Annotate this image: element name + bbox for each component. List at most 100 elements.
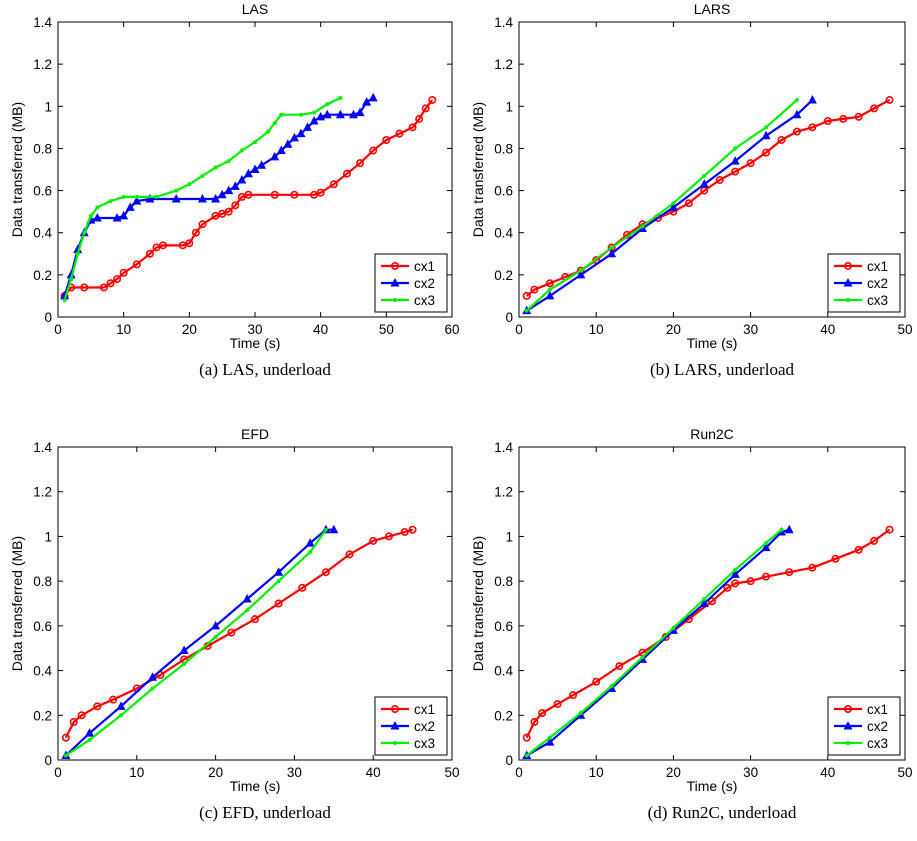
data-point-cx3 <box>95 205 100 210</box>
y-tick-label: 1.4 <box>494 440 513 455</box>
data-point-cx3 <box>325 102 330 107</box>
data-point-cx1 <box>356 159 365 168</box>
data-point-cx2 <box>668 202 678 211</box>
x-tick-label: 0 <box>54 765 62 780</box>
x-tick-label: 50 <box>379 322 394 337</box>
data-point-cx3 <box>226 159 231 164</box>
data-point-cx3 <box>671 626 676 631</box>
legend: cx1 cx2 cx3 <box>374 696 448 756</box>
data-point-cx1 <box>224 207 233 216</box>
data-point-cx3 <box>200 173 205 178</box>
data-point-cx3 <box>63 753 68 758</box>
data-point-cx2 <box>60 290 70 300</box>
data-point-cx1 <box>198 220 207 229</box>
legend-label-cx1: cx1 <box>414 259 435 274</box>
data-point-cx3 <box>69 277 74 282</box>
data-point-cx3 <box>578 711 583 716</box>
data-point-cx2 <box>289 132 299 142</box>
data-point-cx3 <box>182 661 187 666</box>
x-tick-label: 40 <box>820 765 835 780</box>
data-point-cx1 <box>106 279 115 288</box>
data-point-cx1 <box>384 532 393 541</box>
figure-caption: (c) EFD, underload <box>199 803 331 822</box>
data-point-cx3 <box>276 579 281 584</box>
chart-panel-b: LARS 0 10 20 30 40 50 0 0.2 0.4 0.6 0.8 1 1.2 1.4 Time … <box>470 1 913 379</box>
data-point-cx3 <box>298 112 303 117</box>
data-point-cx3 <box>119 713 124 718</box>
y-tick-label: 1 <box>505 529 513 544</box>
data-point-cx1 <box>61 733 70 742</box>
x-tick-label: 50 <box>897 322 912 337</box>
data-point-cx2 <box>66 269 76 279</box>
y-tick-label: 0.4 <box>33 226 52 241</box>
data-point-cx3 <box>134 194 139 199</box>
chart-title: LARS <box>694 1 731 17</box>
series-line-cx3 <box>63 96 341 301</box>
data-point-cx1 <box>69 717 78 726</box>
x-tick-label: 30 <box>247 322 262 337</box>
x-tick-label: 40 <box>820 322 835 337</box>
data-point-cx2 <box>116 701 126 710</box>
data-point-cx2 <box>784 524 794 534</box>
series-cx2 <box>60 92 378 300</box>
data-point-cx3 <box>75 251 80 256</box>
y-tick-label: 1.4 <box>494 15 513 30</box>
y-tick-label: 0.4 <box>494 226 513 241</box>
legend-marker-cx3 <box>846 741 850 745</box>
data-point-cx2 <box>545 290 555 300</box>
data-point-cx1 <box>870 104 879 113</box>
data-point-cx3 <box>213 165 218 170</box>
data-point-cx3 <box>88 213 93 218</box>
data-point-cx1 <box>731 167 740 176</box>
data-point-cx3 <box>323 527 328 532</box>
x-tick-label: 10 <box>589 765 604 780</box>
data-point-cx3 <box>764 125 769 130</box>
data-point-cx1 <box>831 554 840 563</box>
legend-label-cx1: cx1 <box>414 702 435 717</box>
data-point-cx2 <box>250 164 260 173</box>
data-point-cx1 <box>808 123 817 132</box>
data-point-cx2 <box>322 109 332 119</box>
data-point-cx1 <box>522 291 531 300</box>
data-point-cx1 <box>538 709 547 718</box>
data-point-cx3 <box>87 737 92 742</box>
data-point-cx2 <box>73 244 83 254</box>
data-point-cx2 <box>242 594 252 603</box>
legend-label-cx3: cx3 <box>414 736 435 751</box>
data-point-cx1 <box>530 285 539 294</box>
data-point-cx1 <box>684 199 693 208</box>
y-tick-label: 1.2 <box>33 485 52 500</box>
data-point-cx2 <box>761 130 771 140</box>
data-point-cx1 <box>132 260 141 269</box>
data-point-cx1 <box>823 117 832 126</box>
data-point-cx1 <box>854 545 863 554</box>
series-cx1 <box>60 95 437 300</box>
data-point-cx1 <box>707 597 716 606</box>
series-cx1 <box>522 95 894 300</box>
data-point-cx2 <box>243 168 253 178</box>
x-axis-label: Time (s) <box>687 778 738 794</box>
y-tick-label: 0.2 <box>494 708 513 723</box>
data-point-cx2 <box>283 139 293 148</box>
data-point-cx1 <box>80 283 89 292</box>
data-point-cx1 <box>421 104 430 113</box>
data-point-cx1 <box>762 572 771 581</box>
y-tick-label: 0.8 <box>494 574 513 589</box>
data-point-cx3 <box>794 97 799 102</box>
data-point-cx1 <box>746 577 755 586</box>
data-point-cx1 <box>369 146 378 155</box>
series-cx3 <box>63 527 328 758</box>
y-tick-label: 0 <box>44 310 52 325</box>
data-point-cx2 <box>230 181 240 190</box>
data-point-cx3 <box>245 608 250 613</box>
y-tick-label: 0.4 <box>33 664 52 679</box>
data-point-cx3 <box>62 298 67 303</box>
x-tick-label: 30 <box>743 765 758 780</box>
data-point-cx2 <box>171 194 181 203</box>
data-point-cx2 <box>355 107 365 117</box>
x-axis-label: Time (s) <box>230 778 281 794</box>
x-tick-label: 10 <box>116 322 131 337</box>
data-point-cx3 <box>733 146 738 151</box>
data-point-cx1 <box>428 95 437 104</box>
y-tick-label: 0.6 <box>494 619 513 634</box>
